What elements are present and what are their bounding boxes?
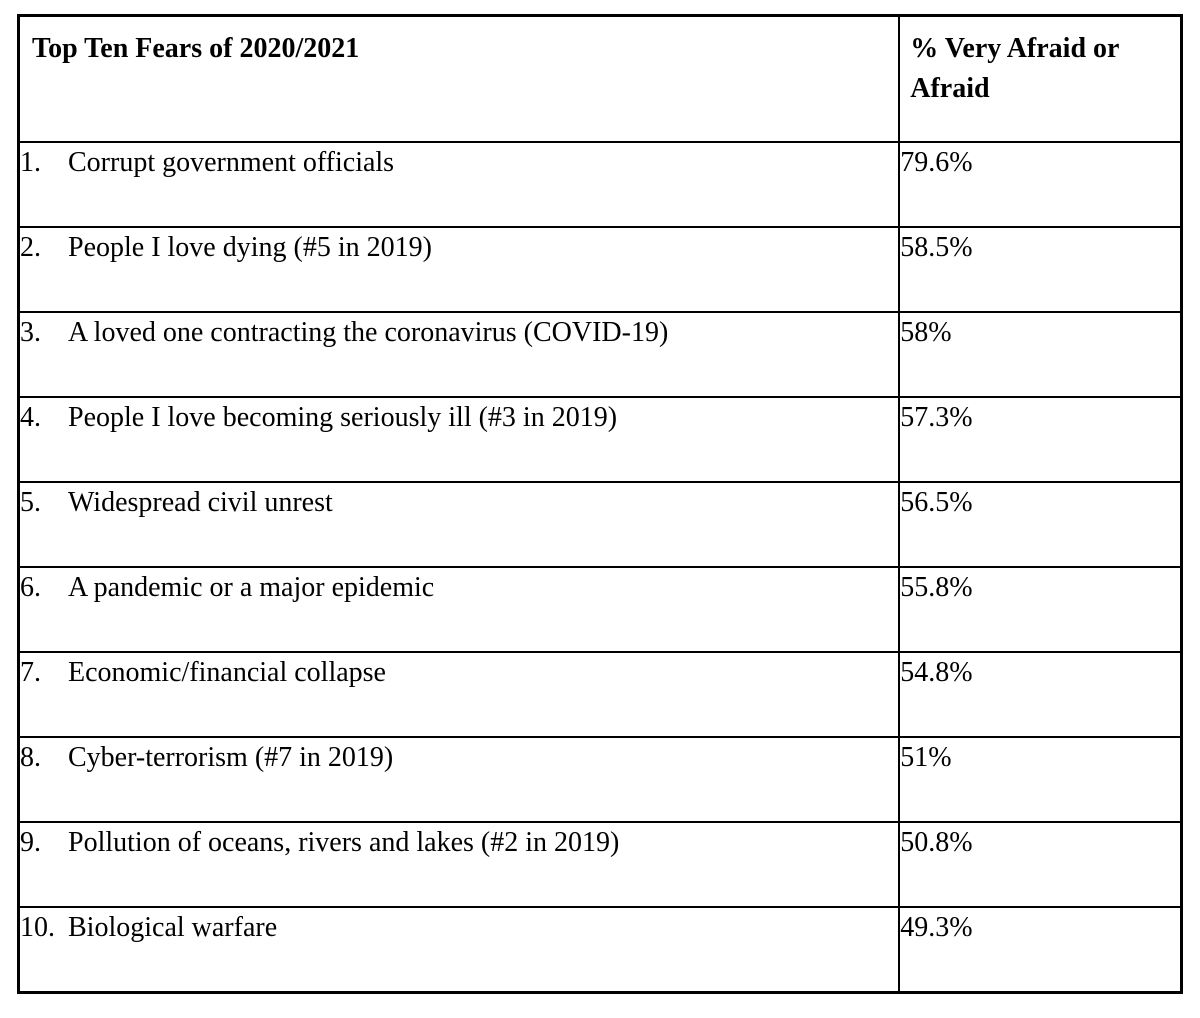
table-row: 6. A pandemic or a major epidemic 55.8% [17,566,1183,653]
fear-label: Economic/financial collapse [68,657,386,688]
top-ten-fears-table: Top Ten Fears of 2020/2021 % Very Afraid… [17,14,1183,994]
fear-label-cell: 5. Widespread civil unrest [17,481,901,568]
fear-label: Cyber-terrorism (#7 in 2019) [68,742,394,773]
table-row: 10. Biological warfare 49.3% [17,906,1183,994]
fear-label: Pollution of oceans, rivers and lakes (#… [68,827,620,858]
fear-label-cell: 1. Corrupt government officials [17,141,901,228]
fear-value-cell: 50.8% [898,821,1183,908]
rank-number: 10. [20,912,55,943]
fear-value-cell: 49.3% [898,906,1183,994]
fear-value-cell: 56.5% [898,481,1183,568]
fear-label: Biological warfare [68,912,278,943]
fear-label-cell: 9. Pollution of oceans, rivers and lakes … [17,821,901,908]
fear-label-cell: 8. Cyber-terrorism (#7 in 2019) [17,736,901,823]
fear-label-cell: 4. People I love becoming seriously ill (… [17,396,901,483]
table-row: 7. Economic/financial collapse 54.8% [17,651,1183,738]
fear-label: Corrupt government officials [68,147,395,178]
fear-value-cell: 79.6% [898,141,1183,228]
fear-value-cell: 57.3% [898,396,1183,483]
rank-number: 1. [20,147,41,178]
table-row: 9. Pollution of oceans, rivers and lakes … [17,821,1183,908]
fear-value-cell: 58.5% [898,226,1183,313]
rank-number: 6. [20,572,41,603]
table-row: 3. A loved one contracting the coronaviru… [17,311,1183,398]
fear-label-cell: 6. A pandemic or a major epidemic [17,566,901,653]
rank-number: 7. [20,657,41,688]
fear-label: A loved one contracting the coronavirus … [68,317,669,348]
fear-label: Widespread civil unrest [68,487,333,518]
value-column-header: % Very Afraid or Afraid [898,14,1183,143]
table-title-header: Top Ten Fears of 2020/2021 [17,14,901,143]
fear-label-cell: 2. People I love dying (#5 in 2019) [17,226,901,313]
table-row: 8. Cyber-terrorism (#7 in 2019) 51% [17,736,1183,823]
rank-number: 3. [20,317,41,348]
rank-number: 5. [20,487,41,518]
rank-number: 2. [20,232,41,263]
rank-number: 8. [20,742,41,773]
table-row: 2. People I love dying (#5 in 2019) 58.5% [17,226,1183,313]
table-row: 5. Widespread civil unrest 56.5% [17,481,1183,568]
fear-value-cell: 51% [898,736,1183,823]
table-row: 1. Corrupt government officials 79.6% [17,141,1183,228]
rank-number: 4. [20,402,41,433]
fear-label: People I love dying (#5 in 2019) [68,232,432,263]
fear-label: A pandemic or a major epidemic [68,572,435,603]
fear-value-cell: 58% [898,311,1183,398]
fear-value-cell: 55.8% [898,566,1183,653]
fear-value-cell: 54.8% [898,651,1183,738]
table-row: 4. People I love becoming seriously ill (… [17,396,1183,483]
rank-number: 9. [20,827,41,858]
fear-label-cell: 7. Economic/financial collapse [17,651,901,738]
fear-label-cell: 10. Biological warfare [17,906,901,994]
fear-label-cell: 3. A loved one contracting the coronaviru… [17,311,901,398]
fear-label: People I love becoming seriously ill (#3… [68,402,618,433]
table-header-row: Top Ten Fears of 2020/2021 % Very Afraid… [17,14,1183,143]
